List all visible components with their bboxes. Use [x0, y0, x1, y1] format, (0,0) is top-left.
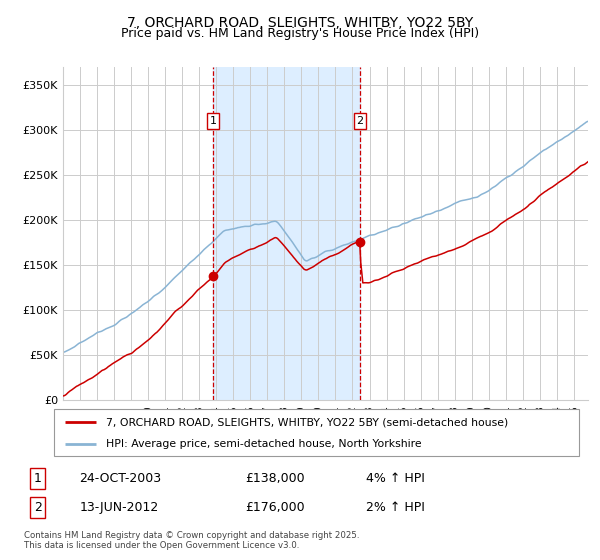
- Text: £138,000: £138,000: [245, 472, 304, 485]
- Text: 4% ↑ HPI: 4% ↑ HPI: [366, 472, 425, 485]
- Bar: [213, 67, 360, 400]
- Text: 7, ORCHARD ROAD, SLEIGHTS, WHITBY, YO22 5BY (semi-detached house): 7, ORCHARD ROAD, SLEIGHTS, WHITBY, YO22 …: [107, 417, 509, 427]
- Text: £176,000: £176,000: [245, 501, 304, 514]
- Text: 2% ↑ HPI: 2% ↑ HPI: [366, 501, 425, 514]
- Text: 2: 2: [356, 116, 364, 126]
- Text: 1: 1: [34, 472, 42, 485]
- Text: 1: 1: [209, 116, 217, 126]
- Text: Price paid vs. HM Land Registry's House Price Index (HPI): Price paid vs. HM Land Registry's House …: [121, 27, 479, 40]
- FancyBboxPatch shape: [54, 409, 579, 456]
- Text: 2: 2: [34, 501, 42, 514]
- Text: 13-JUN-2012: 13-JUN-2012: [79, 501, 158, 514]
- Text: 24-OCT-2003: 24-OCT-2003: [79, 472, 161, 485]
- Text: 7, ORCHARD ROAD, SLEIGHTS, WHITBY, YO22 5BY: 7, ORCHARD ROAD, SLEIGHTS, WHITBY, YO22 …: [127, 16, 473, 30]
- Text: Contains HM Land Registry data © Crown copyright and database right 2025.
This d: Contains HM Land Registry data © Crown c…: [24, 530, 359, 550]
- Text: HPI: Average price, semi-detached house, North Yorkshire: HPI: Average price, semi-detached house,…: [107, 439, 422, 449]
